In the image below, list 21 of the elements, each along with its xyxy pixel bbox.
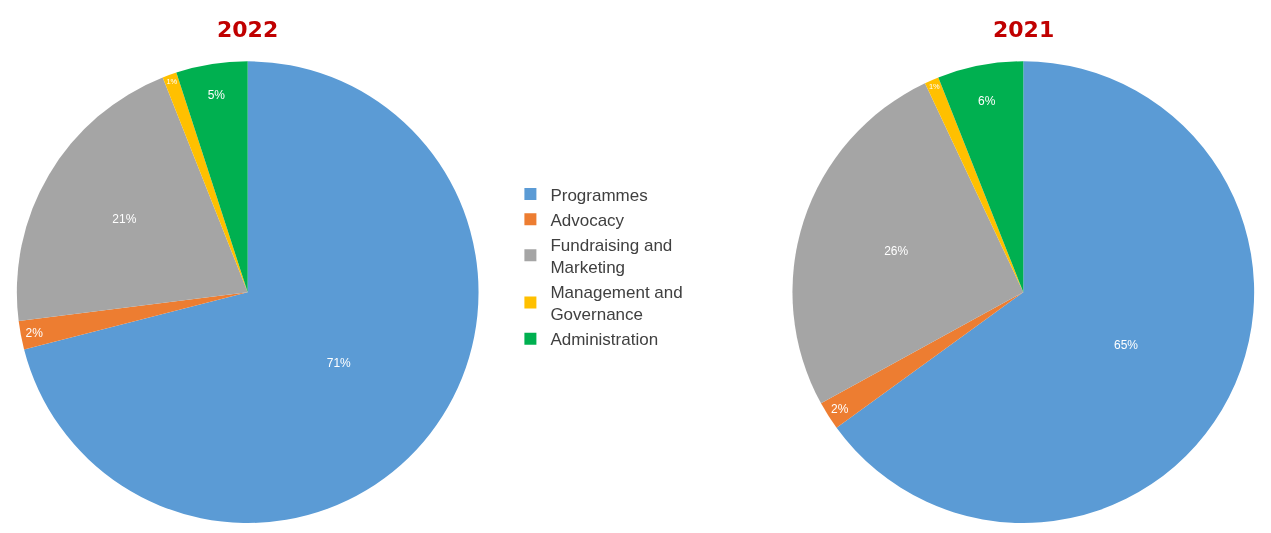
- pie-slice: [24, 61, 479, 523]
- data-label: 21%: [112, 212, 137, 227]
- chart-title: 2021: [993, 17, 1055, 42]
- pie-slice: [792, 83, 1024, 404]
- data-label: 6%: [978, 94, 996, 109]
- chart-title: 2022: [217, 17, 279, 42]
- pie-slice: [938, 61, 1024, 293]
- legend-label: Administration: [550, 330, 659, 350]
- pie-slice: [176, 61, 248, 293]
- data-label: 5%: [207, 87, 226, 102]
- data-label: 2%: [831, 401, 849, 416]
- legend-label: Programmes: [550, 185, 648, 205]
- pie-slice: [18, 292, 248, 350]
- pie-slice: [16, 77, 248, 322]
- legend-label: Advocacy: [550, 210, 625, 230]
- data-label: 65%: [1113, 337, 1139, 352]
- legend-label: Management and Governance: [550, 283, 683, 325]
- data-label: 2%: [25, 325, 44, 340]
- data-label: 26%: [884, 243, 909, 258]
- data-label: 71%: [326, 355, 352, 370]
- legend-label: Fundraising and Marketing: [550, 235, 673, 277]
